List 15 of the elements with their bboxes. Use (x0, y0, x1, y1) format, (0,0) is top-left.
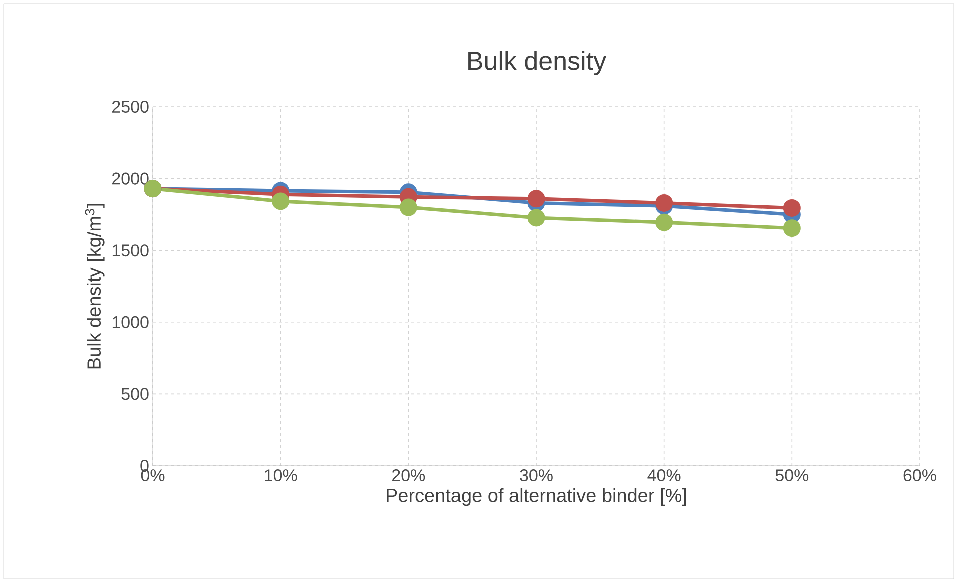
x-tick-label: 40% (648, 470, 681, 482)
x-tick-label: 0% (141, 470, 165, 482)
y-tick-label: 2000 (112, 172, 149, 185)
y-tick-label: 2500 (112, 100, 149, 114)
x-tick-label: 30% (520, 470, 553, 482)
y-tick-label: 1000 (112, 316, 149, 328)
x-axis-title: Percentage of alternative binder [%] (387, 488, 686, 506)
x-tick-label: 10% (265, 470, 298, 482)
y-axis-title: Bulk density [kg/m$^{3}$] (85, 204, 105, 369)
x-tick-label: 60% (904, 470, 936, 482)
chart-title: Bulk density (468, 51, 606, 76)
y-tick-label: 1500 (112, 244, 149, 257)
x-tick-label: 20% (392, 470, 426, 482)
y-tick-label: 500 (122, 388, 149, 400)
x-tick-label: 50% (776, 470, 809, 482)
